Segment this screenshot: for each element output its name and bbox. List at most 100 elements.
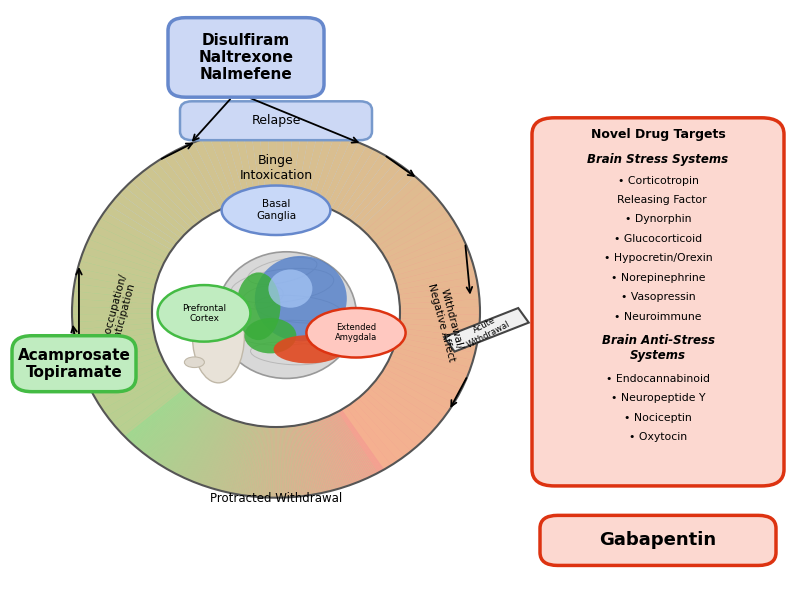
Polygon shape	[193, 417, 226, 482]
Polygon shape	[176, 412, 216, 475]
Polygon shape	[314, 421, 339, 489]
Polygon shape	[312, 422, 338, 489]
Polygon shape	[326, 143, 366, 209]
Polygon shape	[178, 413, 218, 475]
Polygon shape	[316, 421, 342, 488]
Polygon shape	[182, 414, 224, 481]
Polygon shape	[114, 193, 181, 242]
Polygon shape	[317, 421, 343, 488]
Polygon shape	[330, 415, 366, 479]
Polygon shape	[318, 421, 344, 487]
Polygon shape	[206, 420, 234, 487]
Polygon shape	[281, 427, 286, 498]
Polygon shape	[182, 414, 220, 478]
Polygon shape	[318, 420, 346, 487]
Text: Withdrawal/
Negative Affect: Withdrawal/ Negative Affect	[426, 279, 467, 363]
Polygon shape	[315, 421, 341, 488]
Polygon shape	[234, 425, 252, 494]
Polygon shape	[294, 425, 314, 496]
Polygon shape	[315, 421, 341, 488]
Polygon shape	[198, 418, 230, 484]
Polygon shape	[76, 269, 155, 290]
Polygon shape	[265, 427, 270, 498]
Polygon shape	[247, 426, 263, 497]
Polygon shape	[72, 214, 184, 436]
Polygon shape	[314, 174, 480, 489]
Polygon shape	[272, 427, 275, 498]
Polygon shape	[318, 420, 346, 487]
Polygon shape	[124, 389, 185, 438]
Polygon shape	[181, 414, 219, 477]
Ellipse shape	[245, 318, 296, 353]
Polygon shape	[399, 319, 480, 330]
Polygon shape	[318, 420, 346, 487]
Polygon shape	[119, 187, 184, 239]
Polygon shape	[279, 427, 290, 498]
Polygon shape	[316, 420, 346, 488]
Ellipse shape	[274, 335, 344, 363]
Polygon shape	[315, 421, 342, 488]
Polygon shape	[148, 402, 199, 458]
Ellipse shape	[152, 197, 400, 427]
Polygon shape	[122, 388, 186, 440]
Text: • Hypocretin/Orexin: • Hypocretin/Orexin	[604, 253, 712, 263]
Polygon shape	[307, 423, 329, 492]
Polygon shape	[319, 418, 355, 486]
Polygon shape	[89, 232, 164, 267]
Polygon shape	[317, 421, 343, 487]
Polygon shape	[72, 214, 346, 498]
Polygon shape	[388, 232, 463, 267]
Polygon shape	[103, 127, 413, 252]
Polygon shape	[194, 418, 228, 483]
Polygon shape	[259, 426, 266, 497]
Polygon shape	[316, 421, 342, 488]
Polygon shape	[276, 127, 285, 197]
Polygon shape	[158, 406, 206, 465]
Polygon shape	[297, 129, 318, 200]
Polygon shape	[302, 424, 321, 494]
Polygon shape	[259, 127, 271, 198]
Polygon shape	[374, 199, 443, 246]
Polygon shape	[136, 396, 192, 449]
Polygon shape	[200, 419, 231, 485]
Polygon shape	[382, 369, 454, 410]
Polygon shape	[334, 413, 373, 477]
Polygon shape	[314, 421, 342, 488]
Polygon shape	[317, 421, 344, 487]
Polygon shape	[318, 421, 344, 487]
Polygon shape	[73, 323, 153, 337]
Polygon shape	[286, 426, 295, 497]
Polygon shape	[254, 426, 263, 497]
Polygon shape	[209, 421, 236, 488]
Polygon shape	[337, 412, 378, 474]
Text: • Oxytocin: • Oxytocin	[629, 432, 687, 442]
Polygon shape	[170, 410, 212, 471]
Polygon shape	[331, 146, 374, 211]
Polygon shape	[218, 133, 246, 202]
Polygon shape	[306, 423, 326, 492]
Polygon shape	[125, 182, 188, 235]
Polygon shape	[186, 415, 222, 479]
Polygon shape	[400, 313, 480, 322]
Polygon shape	[227, 423, 247, 493]
Polygon shape	[284, 426, 298, 497]
Polygon shape	[226, 131, 250, 201]
Polygon shape	[333, 414, 371, 477]
Polygon shape	[284, 426, 291, 497]
Ellipse shape	[222, 186, 330, 235]
Polygon shape	[112, 380, 179, 429]
Polygon shape	[364, 182, 427, 235]
Polygon shape	[383, 219, 456, 259]
Polygon shape	[191, 416, 226, 482]
Polygon shape	[366, 388, 430, 441]
Polygon shape	[394, 254, 472, 280]
Polygon shape	[394, 342, 473, 368]
Polygon shape	[318, 420, 345, 487]
Polygon shape	[353, 167, 409, 225]
Polygon shape	[186, 143, 226, 209]
Polygon shape	[87, 356, 163, 389]
Polygon shape	[318, 420, 346, 487]
Polygon shape	[318, 420, 346, 487]
Text: Brain Stress Systems: Brain Stress Systems	[587, 153, 729, 166]
Polygon shape	[107, 376, 176, 422]
